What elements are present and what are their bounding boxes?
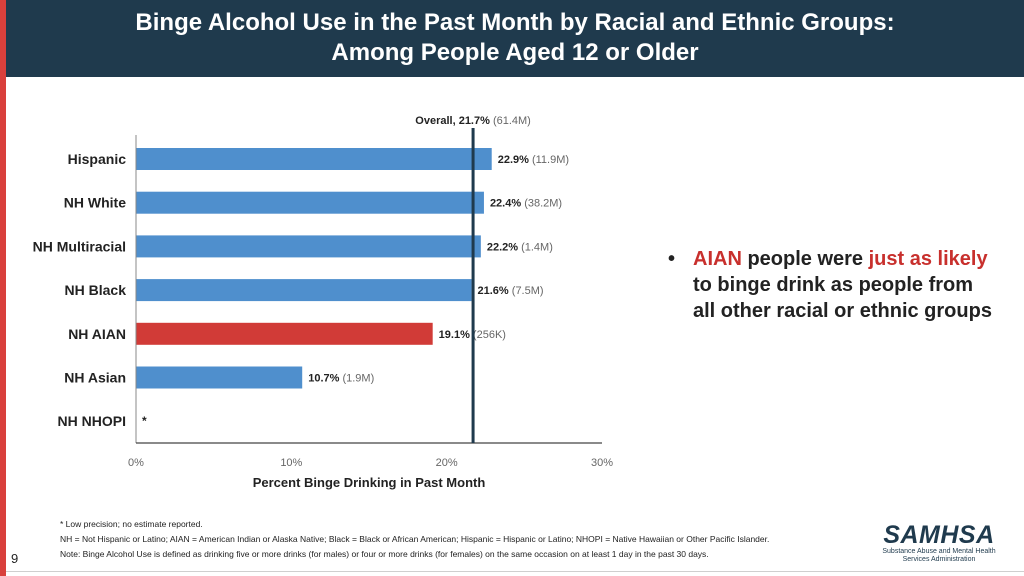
x-tick-label: 20% <box>436 457 458 469</box>
data-label: 22.4% (38.2M) <box>490 198 562 210</box>
data-label: 22.9% (11.9M) <box>498 154 569 166</box>
bar <box>136 191 484 214</box>
overall-label: Overall, 21.7% (61.4M) <box>415 115 531 127</box>
callout-aian: AIAN <box>693 248 742 270</box>
bullet-icon: • <box>668 248 676 270</box>
samhsa-logo: SAMHSA Substance Abuse and Mental Health… <box>876 522 1002 564</box>
bottom-rule <box>6 571 1024 572</box>
bar <box>136 279 472 302</box>
logo-subtitle-1: Substance Abuse and Mental Health <box>882 548 996 555</box>
bar <box>136 366 303 389</box>
data-label: 21.6% (7.5M) <box>478 285 544 297</box>
data-label: 19.1% (256K) <box>439 329 506 341</box>
x-tick-label: 0% <box>128 457 144 469</box>
footnote-precision: * Low precision; no estimate reported. <box>60 519 203 529</box>
category-label: NH Asian <box>64 370 126 386</box>
x-tick-label: 30% <box>591 457 613 469</box>
data-label: 22.2% (1.4M) <box>487 241 553 253</box>
category-label: NH Black <box>65 282 127 298</box>
slide-header: Binge Alcohol Use in the Past Month by R… <box>6 0 1024 77</box>
page-number: 9 <box>11 551 19 566</box>
category-label: Hispanic <box>68 151 127 167</box>
category-label: NH AIAN <box>68 326 126 342</box>
logo-subtitle-2: Services Administration <box>902 556 976 563</box>
category-label: NH NHOPI <box>58 413 126 429</box>
category-label: NH White <box>64 195 126 211</box>
left-accent-bar <box>0 0 6 576</box>
title-line-2: Among People Aged 12 or Older <box>331 39 699 66</box>
callout-text-4: to binge drink as people from all other … <box>693 274 992 322</box>
data-label: * <box>142 414 147 428</box>
bar <box>136 148 492 170</box>
x-tick-label: 10% <box>280 457 302 469</box>
x-axis-title: Percent Binge Drinking in Past Month <box>253 475 486 490</box>
callout-just-as-likely: just as likely <box>868 248 988 270</box>
callout-text: • AIAN people were just as likely to bin… <box>668 246 998 324</box>
bar <box>136 235 481 258</box>
bar-chart-svg: Hispanic 22.9% (11.9M) NH White 22.4% (38.2… <box>33 115 614 490</box>
footnote-abbreviations: NH = Not Hispanic or Latino; AIAN = Amer… <box>60 534 770 544</box>
title-line-1: Binge Alcohol Use in the Past Month by R… <box>135 9 895 36</box>
logo-wordmark: SAMHSA <box>883 521 995 549</box>
bar <box>136 322 433 345</box>
footnote-definition: Note: Binge Alcohol Use is defined as dr… <box>60 549 709 559</box>
bar-chart: Hispanic 22.9% (11.9M) NH White 22.4% (38.2… <box>0 100 640 500</box>
footnotes: * Low precision; no estimate reported. N… <box>60 517 880 562</box>
data-label: 10.7% (1.9M) <box>308 373 374 385</box>
category-label: NH Multiracial <box>33 238 126 254</box>
callout-text-2: people were <box>741 248 869 270</box>
